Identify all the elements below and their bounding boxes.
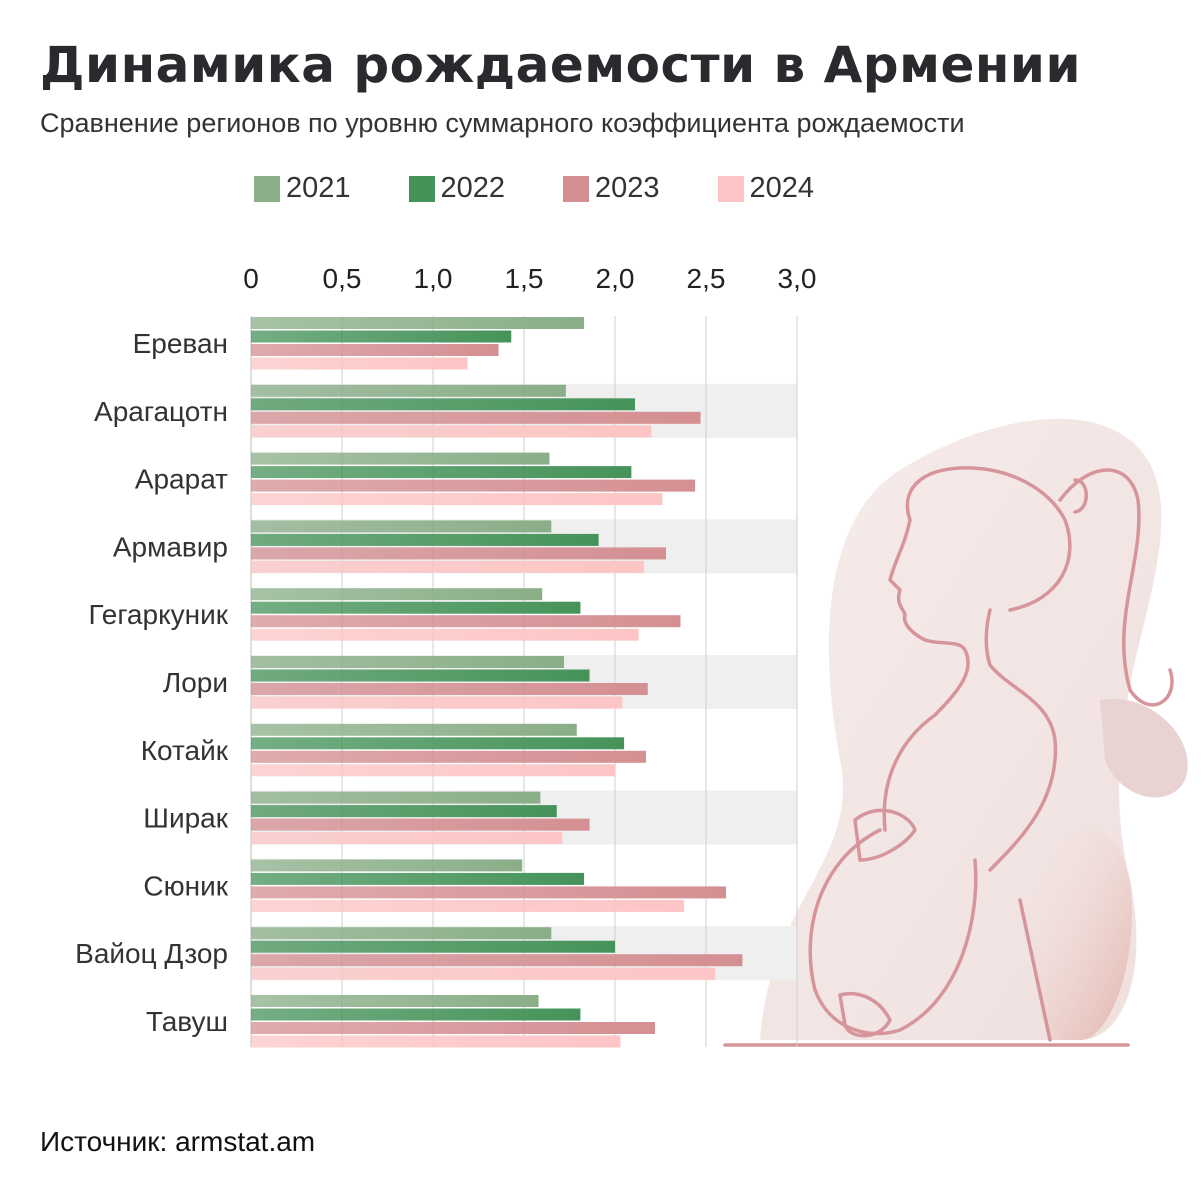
- bar-2021: [251, 927, 552, 940]
- bar-2021: [251, 859, 523, 872]
- bar-2022: [251, 601, 581, 614]
- bar-2024: [251, 967, 716, 980]
- category-label: Лори: [163, 667, 228, 698]
- bar-2023: [251, 547, 666, 560]
- bar-2022: [251, 1008, 581, 1021]
- bar-2021: [251, 384, 566, 397]
- x-tick-label: 3,0: [778, 263, 817, 294]
- bar-2021: [251, 995, 539, 1007]
- bar-2021: [251, 452, 550, 465]
- x-tick-label: 2,0: [596, 263, 635, 294]
- bar-2022: [251, 940, 615, 953]
- category-label: Котайк: [141, 735, 229, 766]
- bar-2023: [251, 818, 590, 831]
- legend-label: 2024: [749, 172, 815, 204]
- chart-title: Динамика рождаемости в Армении: [40, 36, 1081, 94]
- legend-item-2023: 2023: [563, 172, 660, 205]
- bar-2022: [251, 466, 632, 479]
- x-tick-label: 2,5: [687, 263, 726, 294]
- bar-2024: [251, 832, 563, 845]
- bar-2023: [251, 1022, 656, 1034]
- bar-2022: [251, 330, 512, 343]
- legend-label: 2023: [595, 172, 660, 204]
- bar-2023: [251, 411, 701, 424]
- bar-2022: [251, 669, 590, 682]
- bar-2023: [251, 344, 499, 356]
- bar-2021: [251, 588, 543, 601]
- legend-item-2024: 2024: [717, 172, 815, 205]
- legend-label: 2021: [286, 172, 351, 204]
- bar-2021: [251, 520, 552, 533]
- x-tick-label: 1,5: [505, 263, 544, 294]
- bar-2022: [251, 805, 557, 818]
- category-label: Вайоц Дзор: [75, 938, 228, 969]
- category-label: Арагацотн: [94, 396, 228, 427]
- category-label: Армавир: [113, 531, 228, 562]
- chart-subtitle: Сравнение регионов по уровню суммарного …: [40, 108, 965, 138]
- bar-2021: [251, 317, 585, 329]
- pregnant-woman-illustration: [723, 418, 1188, 1047]
- legend-swatch: [408, 175, 435, 202]
- bar-2021: [251, 791, 541, 804]
- bar-2022: [251, 872, 585, 885]
- bar-2024: [251, 628, 639, 641]
- x-tick-label: 1,0: [414, 263, 453, 294]
- source-note: Источник: armstat.am: [40, 1126, 316, 1157]
- category-label: Ширак: [143, 803, 228, 834]
- bar-2022: [251, 737, 625, 750]
- bar-2023: [251, 615, 681, 628]
- bar-2024: [251, 493, 663, 506]
- bar-2021: [251, 656, 565, 668]
- category-label: Сюник: [143, 870, 228, 901]
- legend-item-2021: 2021: [254, 172, 351, 205]
- bar-2024: [251, 560, 645, 573]
- bar-2021: [251, 723, 577, 736]
- bar-2024: [251, 425, 652, 438]
- bar-2024: [251, 696, 623, 709]
- x-tick-label: 0: [243, 263, 259, 294]
- legend-label: 2022: [440, 172, 506, 204]
- bar-2023: [251, 750, 646, 763]
- category-label: Гегаркуник: [88, 599, 228, 630]
- category-label: Ереван: [133, 328, 228, 359]
- legend-swatch: [254, 175, 280, 202]
- x-tick-label: 0,5: [323, 263, 362, 294]
- bar-2024: [251, 1035, 621, 1048]
- category-label: Арарат: [135, 464, 228, 495]
- legend-swatch: [563, 175, 590, 202]
- bar-2023: [251, 954, 743, 967]
- category-label: Тавуш: [146, 1006, 228, 1037]
- bar-2024: [251, 899, 685, 912]
- bar-2022: [251, 398, 636, 411]
- bar-2024: [251, 357, 468, 370]
- bar-2024: [251, 764, 615, 777]
- bar-2023: [251, 886, 727, 899]
- legend: 2021 2022 2023 2024: [254, 172, 872, 205]
- bar-2022: [251, 533, 599, 546]
- bar-2023: [251, 479, 696, 492]
- legend-swatch: [717, 175, 744, 202]
- plot-area: 0 0,5 1,0 1,5 2,0 2,5 3,0 Ереван Арагацотн Арарат…: [75, 263, 816, 1048]
- bar-2023: [251, 683, 648, 695]
- legend-item-2022: 2022: [408, 172, 506, 205]
